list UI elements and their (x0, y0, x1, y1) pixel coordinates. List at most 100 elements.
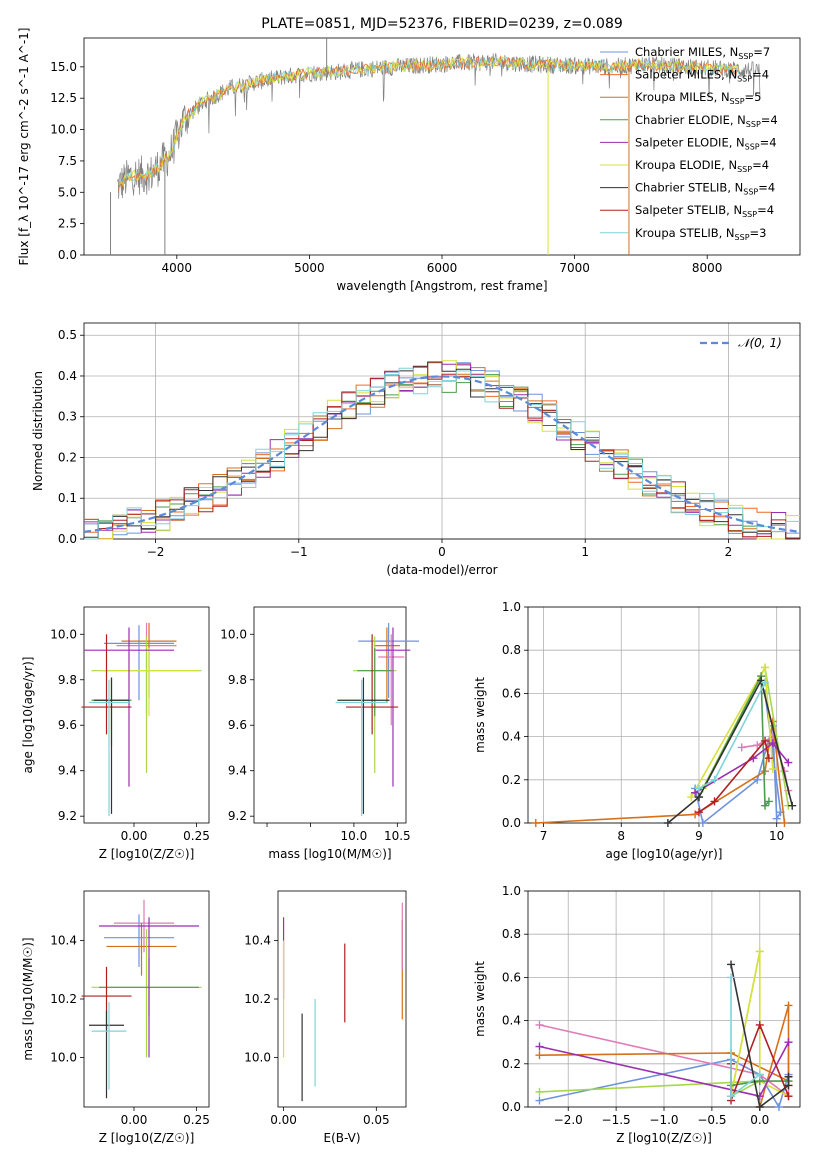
x-tick-label: 0 (438, 545, 446, 559)
weight-point-marker (764, 754, 773, 763)
weight-point-marker (784, 1092, 793, 1101)
axes-frame (527, 606, 801, 824)
weight-series-line (667, 678, 793, 824)
weight-point-marker (768, 717, 777, 726)
y-tick-label: 10.0 (244, 1050, 271, 1064)
histogram-step (84, 367, 800, 540)
y-tick-label: 0.0 (502, 1100, 521, 1114)
axes-frame (527, 890, 801, 1108)
weight-point-marker (727, 973, 736, 982)
weight-point-marker (784, 1081, 793, 1090)
weight-point-marker (772, 814, 781, 823)
weight-point-marker (755, 947, 764, 956)
y-tick-label: 0.6 (502, 970, 521, 984)
model-spectrum-line (118, 55, 740, 188)
x-tick-label: 0.05 (363, 1113, 390, 1127)
y-tick-label: 10.0 (50, 123, 77, 137)
axes-frame (83, 322, 801, 540)
legend-entry: Salpeter STELIB, NSSP=4 (635, 203, 774, 219)
x-tick-label: −2.0 (554, 1113, 583, 1127)
y-tick-label: 15.0 (50, 60, 77, 74)
x-tick-label: −2 (147, 545, 165, 559)
weight-point-marker (755, 1103, 764, 1111)
y-tick-label: 0.0 (502, 816, 521, 830)
x-tick-label: 10.5 (384, 829, 411, 843)
weight-point-marker (768, 739, 777, 748)
y-axis-label: Flux [f_λ 10^-17 erg cm^-2 s^-1 A^-1] (17, 28, 31, 266)
x-tick-label: 0.00 (121, 1113, 148, 1127)
weight-point-marker (663, 819, 672, 827)
weight-point-marker (698, 819, 707, 827)
y-tick-label: 10.0 (50, 1050, 77, 1064)
y-tick-label: 9.8 (58, 673, 77, 687)
y-tick-label: 7.5 (58, 154, 77, 168)
y-axis-label: mass weight (473, 677, 487, 753)
weight-point-marker (788, 801, 797, 810)
axes-frame (83, 606, 210, 824)
y-axis-label: mass [log10(M/M☉)] (21, 937, 35, 1060)
x-tick-label: 0.00 (121, 829, 148, 843)
legend-entry: Chabrier STELIB, NSSP=4 (635, 181, 775, 197)
weight-point-marker (761, 736, 770, 745)
y-tick-label: 0.0 (58, 248, 77, 262)
legend-entry: Kroupa STELIB, NSSP=3 (635, 226, 766, 242)
weight-point-marker (535, 1087, 544, 1096)
x-tick-label: 5000 (294, 261, 325, 275)
weight-point-marker (761, 663, 770, 672)
weight-point-marker (761, 678, 770, 687)
x-tick-label: −1 (290, 545, 308, 559)
legend-entry: Chabrier ELODIE, NSSP=4 (635, 113, 778, 129)
y-tick-label: 0.2 (58, 450, 77, 464)
y-axis-label: age [log10(age/yr)] (21, 657, 35, 774)
model-spectrum-line (118, 56, 740, 187)
histogram-step (84, 366, 800, 540)
y-tick-label: 12.5 (50, 91, 77, 105)
x-tick-label: 0.0 (750, 1113, 769, 1127)
y-tick-label: 9.6 (228, 718, 247, 732)
x-tick-label: 10.0 (341, 829, 368, 843)
y-tick-label: 0.0 (58, 532, 77, 546)
y-tick-label: 0.3 (58, 410, 77, 424)
weight-point-marker (753, 775, 762, 784)
x-axis-label: wavelength [Angstrom, rest frame] (336, 279, 547, 293)
weight-point-marker (710, 775, 719, 784)
x-tick-label: −1.5 (602, 1113, 631, 1127)
x-tick-label: 9 (695, 829, 703, 843)
weight-point-marker (761, 801, 770, 810)
y-tick-label: 9.4 (58, 764, 77, 778)
x-axis-label: Z [log10(Z/Z☉)] (99, 847, 195, 861)
y-tick-label: 0.4 (502, 730, 521, 744)
x-tick-label: 7 (540, 829, 548, 843)
y-tick-label: 10.0 (220, 627, 247, 641)
weight-point-marker (753, 741, 762, 750)
x-tick-label: 6000 (427, 261, 458, 275)
x-tick-label: 2 (725, 545, 733, 559)
x-axis-label: (data-model)/error (386, 563, 497, 577)
y-tick-label: 9.8 (228, 673, 247, 687)
legend-entry: 𝒩(0, 1) (738, 336, 782, 350)
y-tick-label: 0.4 (58, 369, 77, 383)
weight-point-marker (755, 1070, 764, 1079)
weight-point-marker (691, 788, 700, 797)
x-axis-label: Z [log10(Z/Z☉)] (616, 1131, 712, 1145)
axes-frame (83, 890, 210, 1108)
weight-point-marker (768, 765, 777, 773)
figure-title: PLATE=0851, MJD=52376, FIBERID=0239, z=0… (261, 16, 623, 32)
weight-point-marker (780, 819, 789, 827)
y-tick-label: 0.5 (58, 328, 77, 342)
y-tick-label: 1.0 (502, 600, 521, 614)
histogram-step (84, 361, 800, 540)
x-tick-label: 4000 (162, 261, 193, 275)
weight-point-marker (764, 797, 773, 806)
weight-point-marker (727, 1092, 736, 1101)
weight-point-marker (784, 1038, 793, 1047)
x-tick-label: 8000 (692, 261, 723, 275)
y-tick-label: 9.2 (228, 809, 247, 823)
y-tick-label: 1.0 (502, 884, 521, 898)
y-tick-label: 5.0 (58, 185, 77, 199)
y-tick-label: 0.8 (502, 927, 521, 941)
y-tick-label: 10.4 (50, 934, 77, 948)
axes-frame (277, 890, 407, 1108)
y-axis-label: mass weight (473, 961, 487, 1037)
weight-point-marker (687, 793, 696, 802)
